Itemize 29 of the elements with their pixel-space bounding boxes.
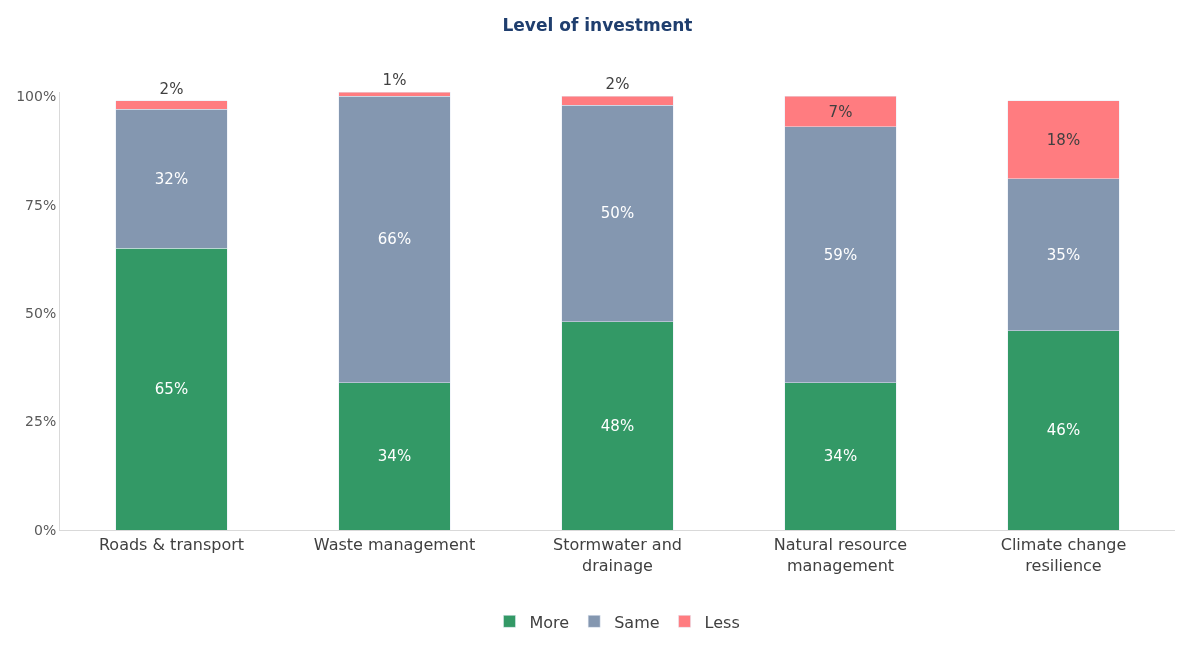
x-tick-label: Waste management [313,535,476,555]
y-tick-label: 25% [25,413,57,430]
data-label: 65% [154,380,189,399]
data-label: 2% [605,75,630,94]
data-label: 32% [154,169,189,188]
data-label: 35% [1046,245,1081,264]
data-label: 66% [377,230,412,249]
data-label: 2% [159,79,184,98]
y-tick-label: 75% [25,196,57,213]
data-label: 7% [828,102,853,121]
x-tick-label: Natural resource management [773,535,908,575]
data-label: 1% [382,71,407,89]
x-tick-label: Roads & transport [98,535,245,555]
chart-title: Level of investment [502,15,693,36]
data-label: 18% [1046,130,1081,149]
data-label: 46% [1046,421,1081,440]
data-label: 59% [823,245,858,264]
y-tick-label: 50% [25,305,57,322]
data-label: 34% [823,447,858,466]
x-tick-label: Stormwater and drainage [553,535,682,575]
x-tick-label: Climate change resilience [1000,535,1127,575]
legend-label: Less [704,612,740,632]
y-tick-label: 100% [16,88,57,105]
data-label: 50% [600,204,635,223]
data-label: 48% [600,416,635,435]
legend-label: More [529,612,570,632]
legend-label: Same [614,612,660,632]
data-label: 34% [377,447,412,466]
y-tick-label: 0% [33,521,57,538]
